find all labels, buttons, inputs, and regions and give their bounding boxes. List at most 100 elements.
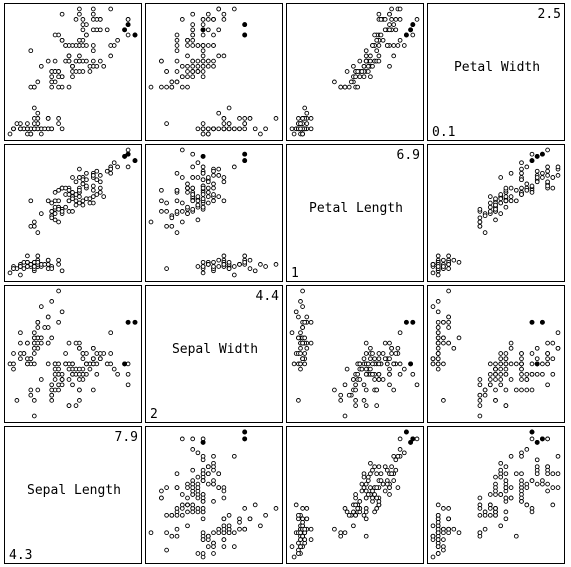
- data-point: [435, 319, 441, 325]
- data-point: [293, 309, 299, 315]
- data-point: [216, 530, 222, 536]
- data-point: [391, 453, 397, 459]
- data-point: [185, 69, 190, 74]
- data-point: [387, 366, 392, 372]
- data-point: [293, 502, 299, 508]
- data-point: [200, 264, 206, 269]
- data-point: [190, 198, 196, 204]
- data-point: [446, 314, 451, 320]
- data-point: [308, 319, 314, 325]
- data-point: [200, 22, 206, 27]
- data-point: [195, 202, 201, 208]
- data-point: [45, 257, 51, 263]
- data-point: [477, 413, 483, 419]
- data-point: [380, 377, 386, 382]
- highlighted-point: [242, 429, 248, 435]
- data-point: [70, 190, 75, 195]
- data-point: [263, 264, 268, 269]
- highlighted-point: [403, 319, 409, 325]
- data-point: [200, 192, 206, 197]
- data-point: [211, 544, 216, 549]
- data-point: [508, 453, 514, 459]
- data-point: [545, 471, 550, 477]
- data-point: [435, 366, 441, 372]
- data-point: [555, 471, 561, 477]
- data-point: [45, 116, 51, 121]
- data-point: [397, 447, 403, 452]
- data-point: [508, 194, 514, 199]
- data-point: [545, 147, 550, 153]
- data-point: [524, 377, 530, 382]
- data-point: [226, 530, 232, 536]
- data-point: [387, 11, 392, 17]
- data-point: [524, 447, 530, 452]
- data-point: [80, 198, 86, 204]
- data-point: [482, 230, 488, 235]
- data-point: [200, 17, 206, 22]
- data-point: [77, 366, 82, 372]
- data-point: [97, 190, 103, 195]
- data-point: [376, 53, 382, 59]
- data-point: [42, 126, 48, 132]
- data-point: [59, 126, 65, 132]
- data-point: [211, 481, 216, 487]
- data-point: [185, 53, 190, 59]
- data-point: [435, 309, 441, 315]
- data-point: [498, 175, 504, 180]
- data-point: [389, 464, 394, 470]
- data-point: [185, 211, 190, 216]
- data-point: [296, 314, 301, 320]
- data-point: [498, 351, 504, 356]
- data-point: [28, 131, 34, 137]
- data-point: [410, 32, 416, 38]
- data-point: [18, 272, 23, 278]
- data-point: [200, 164, 206, 170]
- data-point: [545, 436, 550, 442]
- data-point: [185, 523, 190, 529]
- data-point: [104, 27, 110, 33]
- data-point: [94, 168, 100, 174]
- data-point: [94, 63, 100, 69]
- data-point: [237, 526, 242, 532]
- highlighted-point: [125, 22, 131, 28]
- data-point: [258, 262, 263, 267]
- data-point: [237, 262, 242, 267]
- data-point: [200, 43, 206, 48]
- data-point: [7, 131, 13, 137]
- data-point: [477, 512, 483, 518]
- data-point: [456, 259, 462, 265]
- data-point: [35, 79, 41, 85]
- highlighted-point: [125, 319, 131, 325]
- data-point: [482, 392, 488, 398]
- data-point: [80, 43, 86, 48]
- data-point: [77, 371, 82, 377]
- data-point: [174, 526, 180, 532]
- data-point: [205, 262, 211, 267]
- data-point: [344, 366, 350, 372]
- data-point: [441, 361, 446, 367]
- data-point: [70, 74, 75, 80]
- data-point: [190, 43, 196, 48]
- data-point: [87, 196, 93, 202]
- data-point: [376, 377, 382, 382]
- data-point: [211, 17, 216, 22]
- data-point: [300, 519, 305, 525]
- data-point: [31, 398, 37, 403]
- data-point: [524, 181, 530, 187]
- data-point: [534, 371, 540, 377]
- data-point: [185, 204, 190, 210]
- data-point: [503, 485, 509, 490]
- data-point: [376, 58, 382, 64]
- data-point: [300, 356, 305, 362]
- data-point: [35, 230, 41, 235]
- data-point: [477, 398, 483, 403]
- data-point: [550, 485, 556, 490]
- data-point: [49, 266, 55, 271]
- data-point: [56, 361, 61, 367]
- data-point: [242, 126, 248, 132]
- highlighted-point: [529, 429, 535, 435]
- data-point: [498, 366, 504, 372]
- data-point: [397, 330, 403, 336]
- data-point: [200, 478, 206, 483]
